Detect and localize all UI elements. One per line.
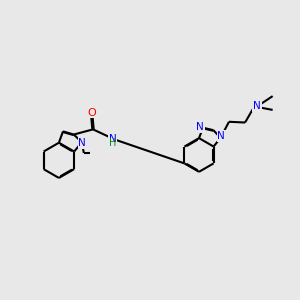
Text: N: N	[78, 138, 86, 148]
Text: N: N	[218, 131, 225, 141]
Text: N: N	[253, 101, 261, 111]
Text: N: N	[109, 134, 116, 144]
Text: N: N	[196, 122, 204, 132]
Text: O: O	[87, 108, 96, 118]
Text: H: H	[109, 138, 116, 148]
